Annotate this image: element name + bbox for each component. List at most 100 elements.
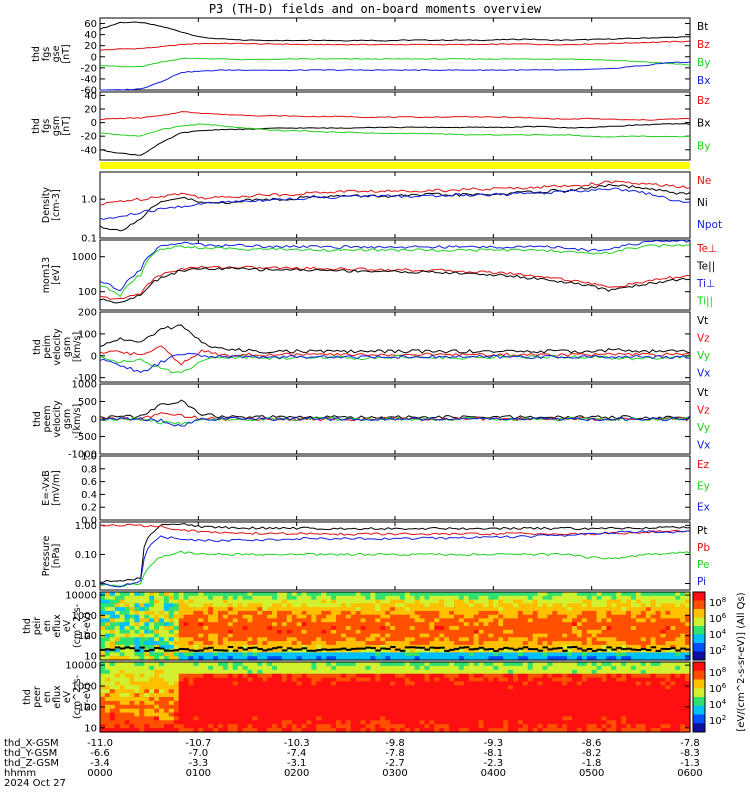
spectrogram-cell <box>345 648 352 654</box>
spectrogram-cell <box>655 622 662 627</box>
spectrogram-cell <box>537 677 544 683</box>
spectrogram-cell <box>149 637 155 642</box>
spectrogram-cell <box>168 595 175 601</box>
spectrogram-cell <box>557 603 563 608</box>
spectrogram-cell <box>193 595 199 601</box>
spectrogram-cell <box>149 656 155 661</box>
spectrogram-cell <box>635 652 642 657</box>
spectrogram-cell <box>621 629 627 635</box>
spectrogram-cell <box>149 720 155 725</box>
spectrogram-cell <box>621 681 627 686</box>
spectrogram-cell <box>680 648 686 654</box>
spectrogram-cell <box>154 599 160 604</box>
spectrogram-cell <box>232 673 239 679</box>
spectrogram-cell <box>331 704 337 710</box>
spectrogram-cell <box>473 708 480 714</box>
spectrogram-cell <box>336 720 342 725</box>
spectrogram-cell <box>390 700 396 706</box>
spectrogram-cell <box>399 622 406 627</box>
y-axis-label: thd <box>32 339 43 355</box>
spectrogram-cell <box>404 681 411 686</box>
x-row-value: -8.2 <box>582 748 602 759</box>
spectrogram-cell <box>503 637 509 642</box>
spectrogram-cell <box>104 677 111 683</box>
spectrogram-cell <box>404 629 411 635</box>
spectrogram-cell <box>586 685 593 690</box>
spectrogram-cell <box>286 662 293 667</box>
spectrogram-cell <box>345 677 352 683</box>
spectrogram-cell <box>424 633 430 638</box>
spectrogram-cell <box>272 648 278 654</box>
spectrogram-cell <box>498 716 504 721</box>
spectrogram-cell <box>478 622 485 627</box>
spectrogram-cell <box>434 637 440 642</box>
spectrogram-cell <box>483 681 489 686</box>
spectrogram-cell <box>198 622 204 627</box>
spectrogram-cell <box>537 626 544 631</box>
spectrogram-cell <box>336 712 342 718</box>
spectrogram-cell <box>370 614 376 620</box>
spectrogram-cell <box>517 614 524 620</box>
spectrogram-cell <box>685 599 691 604</box>
spectrogram-cell <box>316 720 322 725</box>
spectrogram-cell <box>345 652 352 657</box>
spectrogram-cell <box>419 662 426 667</box>
spectrogram-cell <box>665 618 671 623</box>
spectrogram-cell <box>119 622 126 627</box>
spectrogram-cell <box>665 656 671 661</box>
spectrogram-cell <box>222 592 229 597</box>
spectrogram-cell <box>380 728 386 733</box>
spectrogram-cell <box>375 652 381 657</box>
spectrogram-cell <box>640 607 647 612</box>
spectrogram-cell <box>163 697 170 702</box>
spectrogram-cell <box>503 592 509 597</box>
spectrogram-cell <box>355 708 362 714</box>
spectrogram-cell <box>493 614 499 620</box>
spectrogram-cell <box>173 603 180 608</box>
spectrogram-cell <box>454 693 460 698</box>
legend-Ex: Ex <box>697 502 710 514</box>
spectrogram-cell <box>621 595 627 601</box>
spectrogram-cell <box>611 708 617 714</box>
spectrogram-cell <box>178 724 185 729</box>
spectrogram-cell <box>650 677 657 683</box>
spectrogram-cell <box>395 599 401 604</box>
spectrogram-cell <box>557 599 563 604</box>
spectrogram-cell <box>414 622 421 627</box>
spectrogram-cell <box>522 665 529 671</box>
spectrogram-cell <box>218 697 224 702</box>
spectrogram-cell <box>232 656 239 661</box>
spectrogram-cell <box>109 677 116 683</box>
spectrogram-cell <box>562 656 568 661</box>
spectrogram-cell <box>645 644 652 650</box>
spectrogram-cell <box>227 610 234 616</box>
spectrogram-cell <box>493 700 499 706</box>
spectrogram-cell <box>183 700 190 706</box>
spectrogram-cell <box>522 712 529 718</box>
spectrogram-cell <box>444 644 450 650</box>
spectrogram-cell <box>257 700 263 706</box>
spectrogram-cell <box>527 633 534 638</box>
spectrogram-cell <box>616 637 622 642</box>
spectrogram-cell <box>306 603 312 608</box>
spectrogram-cell <box>375 629 381 635</box>
spectrogram-cell <box>370 618 376 623</box>
spectrogram-cell <box>444 665 450 671</box>
spectrogram-cell <box>149 599 155 604</box>
spectrogram-cell <box>675 681 681 686</box>
spectrogram-cell <box>596 724 603 729</box>
spectrogram-cell <box>395 652 401 657</box>
spectrogram-cell <box>360 697 367 702</box>
spectrogram-cell <box>478 720 485 725</box>
spectrogram-cell <box>596 673 603 679</box>
spectrogram-cell <box>660 599 666 604</box>
spectrogram-cell <box>193 685 199 690</box>
spectrogram-cell <box>218 607 224 612</box>
spectrogram-cell <box>650 592 657 597</box>
spectrogram-cell <box>124 697 131 702</box>
spectrogram-cell <box>286 669 293 675</box>
spectrogram-cell <box>149 700 155 706</box>
spectrogram-cell <box>586 656 593 661</box>
spectrogram-cell <box>178 700 185 706</box>
spectrogram-cell <box>345 720 352 725</box>
